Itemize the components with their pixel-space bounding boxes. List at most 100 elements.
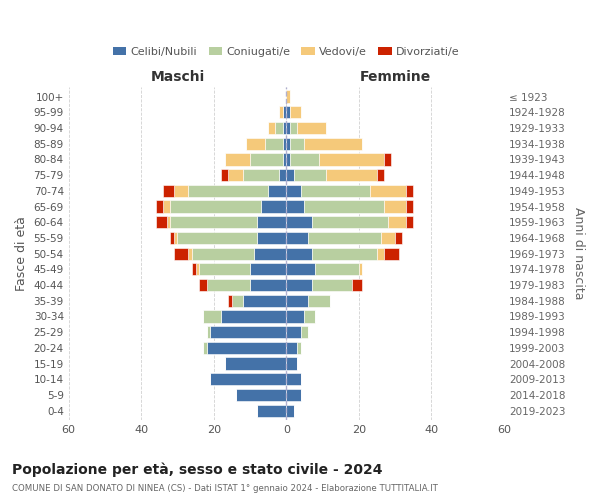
Bar: [311, 279, 352, 291]
Bar: [290, 106, 301, 118]
Bar: [311, 248, 377, 260]
Bar: [199, 279, 206, 291]
Bar: [286, 232, 308, 244]
Bar: [170, 232, 174, 244]
Bar: [188, 184, 268, 197]
Bar: [228, 169, 243, 181]
Bar: [286, 326, 301, 338]
Bar: [286, 404, 293, 417]
Bar: [178, 232, 257, 244]
Bar: [283, 154, 286, 166]
Bar: [221, 169, 228, 181]
Bar: [210, 373, 286, 386]
Bar: [395, 232, 403, 244]
Bar: [290, 138, 304, 150]
Bar: [377, 169, 384, 181]
Bar: [286, 342, 297, 354]
Bar: [279, 106, 283, 118]
Bar: [286, 294, 308, 307]
Bar: [206, 326, 210, 338]
Bar: [308, 232, 380, 244]
Text: Popolazione per età, sesso e stato civile - 2024: Popolazione per età, sesso e stato civil…: [12, 462, 383, 477]
Bar: [286, 169, 293, 181]
Bar: [243, 294, 286, 307]
Bar: [192, 263, 196, 276]
Text: COMUNE DI SAN DONATO DI NINEA (CS) - Dati ISTAT 1° gennaio 2024 - Elaborazione T: COMUNE DI SAN DONATO DI NINEA (CS) - Dat…: [12, 484, 438, 493]
Bar: [243, 169, 279, 181]
Bar: [406, 184, 413, 197]
Bar: [163, 200, 170, 212]
Bar: [290, 154, 319, 166]
Bar: [286, 263, 316, 276]
Bar: [286, 216, 311, 228]
Bar: [406, 200, 413, 212]
Bar: [301, 326, 308, 338]
Bar: [286, 310, 304, 322]
Bar: [380, 232, 395, 244]
Bar: [286, 373, 301, 386]
Bar: [188, 248, 192, 260]
Bar: [316, 263, 359, 276]
Bar: [290, 122, 297, 134]
Bar: [377, 248, 384, 260]
Bar: [283, 122, 286, 134]
Bar: [196, 263, 199, 276]
Bar: [203, 342, 206, 354]
Bar: [174, 232, 178, 244]
Bar: [170, 200, 261, 212]
Bar: [275, 122, 283, 134]
Bar: [250, 279, 286, 291]
Bar: [311, 216, 388, 228]
Bar: [286, 184, 301, 197]
Bar: [257, 216, 286, 228]
Bar: [293, 169, 326, 181]
Bar: [286, 279, 311, 291]
Bar: [257, 232, 286, 244]
Bar: [199, 263, 250, 276]
Bar: [247, 138, 265, 150]
Bar: [170, 216, 257, 228]
Bar: [224, 358, 286, 370]
Bar: [297, 342, 301, 354]
Bar: [304, 138, 362, 150]
Bar: [210, 326, 286, 338]
Bar: [206, 279, 250, 291]
Bar: [224, 154, 250, 166]
Bar: [406, 216, 413, 228]
Bar: [174, 184, 188, 197]
Y-axis label: Fasce di età: Fasce di età: [15, 216, 28, 291]
Bar: [326, 169, 377, 181]
Bar: [232, 294, 243, 307]
Bar: [203, 310, 221, 322]
Bar: [384, 154, 391, 166]
Legend: Celibi/Nubili, Coniugati/e, Vedovi/e, Divorziati/e: Celibi/Nubili, Coniugati/e, Vedovi/e, Di…: [109, 43, 464, 62]
Bar: [384, 200, 406, 212]
Bar: [236, 389, 286, 401]
Y-axis label: Anni di nascita: Anni di nascita: [572, 208, 585, 300]
Bar: [301, 184, 370, 197]
Bar: [388, 216, 406, 228]
Bar: [286, 248, 311, 260]
Bar: [286, 389, 301, 401]
Bar: [156, 200, 163, 212]
Bar: [228, 294, 232, 307]
Text: Maschi: Maschi: [151, 70, 205, 84]
Bar: [308, 294, 330, 307]
Bar: [304, 310, 316, 322]
Bar: [286, 138, 290, 150]
Bar: [250, 154, 283, 166]
Bar: [297, 122, 326, 134]
Bar: [319, 154, 384, 166]
Bar: [283, 138, 286, 150]
Bar: [283, 106, 286, 118]
Bar: [286, 200, 304, 212]
Bar: [167, 216, 170, 228]
Bar: [174, 248, 188, 260]
Bar: [156, 216, 167, 228]
Bar: [257, 404, 286, 417]
Bar: [265, 138, 283, 150]
Bar: [221, 310, 286, 322]
Bar: [286, 106, 290, 118]
Bar: [370, 184, 406, 197]
Bar: [304, 200, 384, 212]
